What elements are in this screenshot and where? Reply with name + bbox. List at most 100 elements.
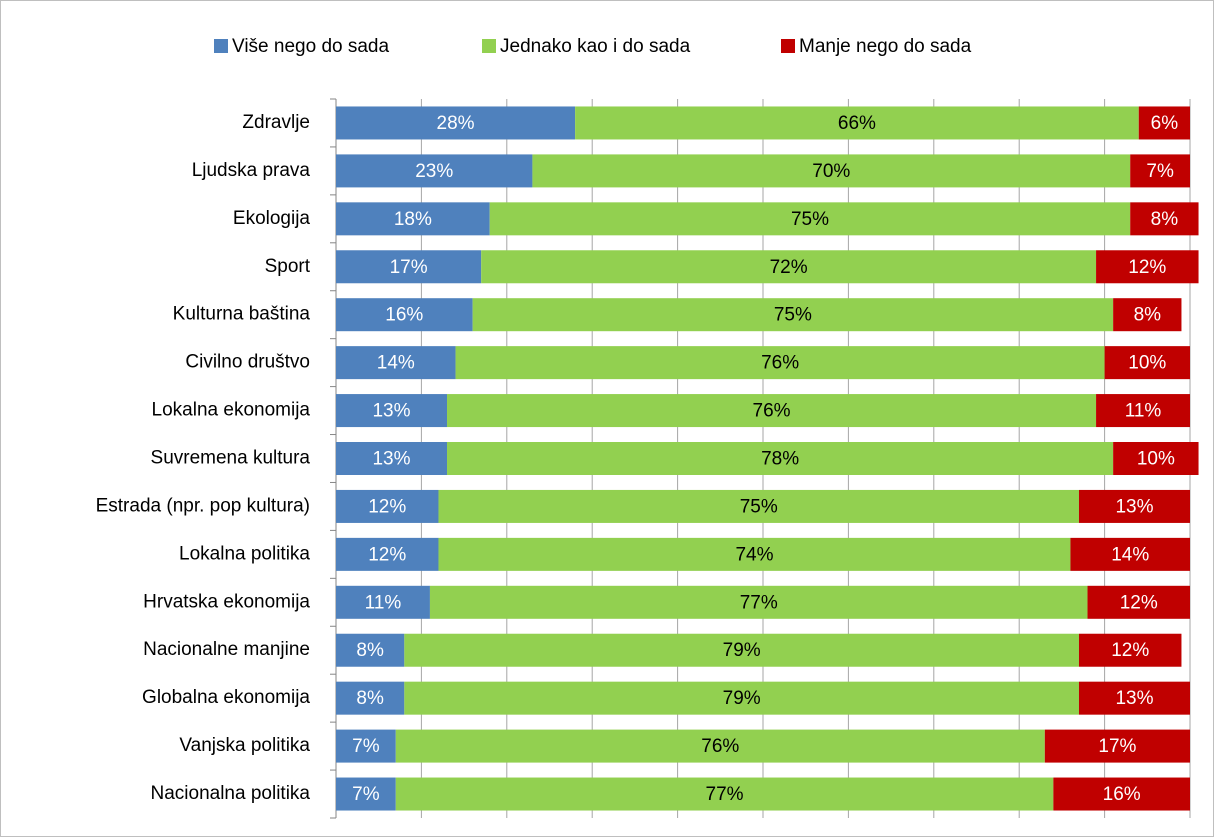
- data-label: 7%: [352, 784, 380, 805]
- data-label: 12%: [368, 544, 406, 565]
- data-label: 23%: [415, 161, 453, 182]
- data-label: 28%: [437, 113, 475, 134]
- data-label: 12%: [1120, 592, 1158, 613]
- data-label: 14%: [377, 353, 415, 374]
- data-label: 16%: [1103, 784, 1141, 805]
- data-label: 75%: [774, 305, 812, 326]
- data-label: 79%: [723, 688, 761, 709]
- bar-segment: [438, 489, 1079, 523]
- bar-segment: [336, 298, 473, 332]
- bar-segment: [336, 729, 396, 763]
- data-label: 7%: [352, 736, 380, 757]
- bar-segment: [1053, 777, 1190, 811]
- bar-segment: [1044, 729, 1190, 763]
- data-label: 11%: [1125, 401, 1162, 422]
- bar-segment: [1078, 681, 1190, 715]
- bar-segment: [1130, 154, 1190, 188]
- bar-segment: [1096, 250, 1199, 284]
- data-label: 10%: [1128, 353, 1166, 374]
- data-label: 74%: [735, 544, 773, 565]
- data-label: 8%: [356, 640, 384, 661]
- data-label: 14%: [1111, 544, 1149, 565]
- legend-label: Manje nego do sada: [799, 36, 972, 57]
- bar-segment: [1113, 298, 1182, 332]
- data-label: 76%: [753, 401, 791, 422]
- data-label: 7%: [1146, 161, 1174, 182]
- data-label: 12%: [1111, 640, 1149, 661]
- bar-segment: [336, 106, 576, 140]
- data-label: 11%: [365, 592, 402, 613]
- bar-segment: [1087, 585, 1190, 619]
- data-label: 76%: [761, 353, 799, 374]
- category-label: Estrada (npr. pop kultura): [96, 495, 310, 516]
- data-label: 17%: [390, 257, 428, 278]
- data-label: 6%: [1151, 113, 1179, 134]
- bar-segment: [1070, 537, 1190, 571]
- category-label: Nacionalne manjine: [143, 639, 310, 660]
- bar-segment: [336, 537, 439, 571]
- bar-segment: [575, 106, 1139, 140]
- category-label: Vanjska politika: [179, 735, 310, 756]
- bar-segment: [429, 585, 1088, 619]
- category-label: Ljudska prava: [192, 160, 311, 181]
- legend-swatch: [482, 39, 496, 53]
- bar-segment: [336, 633, 405, 667]
- category-label: Zdravlje: [242, 112, 310, 133]
- bar-segment: [336, 681, 405, 715]
- category-label: Hrvatska ekonomija: [143, 591, 310, 612]
- data-label: 77%: [706, 784, 744, 805]
- legend-label: Više nego do sada: [232, 36, 389, 57]
- bar-segment: [455, 346, 1105, 380]
- category-label: Sport: [265, 256, 311, 277]
- data-label: 75%: [791, 209, 829, 230]
- bar-segment: [336, 202, 490, 236]
- data-label: 8%: [1151, 209, 1179, 230]
- bar-segment: [1078, 489, 1190, 523]
- data-label: 66%: [838, 113, 876, 134]
- data-label: 77%: [740, 592, 778, 613]
- data-label: 16%: [385, 305, 423, 326]
- bar-segment: [1113, 442, 1199, 475]
- category-label: Suvremena kultura: [151, 448, 311, 469]
- bar-segment: [438, 537, 1071, 571]
- bar-segment: [1078, 633, 1182, 667]
- category-label: Lokalna politika: [179, 543, 310, 564]
- bar-segment: [481, 250, 1097, 284]
- bar-segment: [1138, 106, 1190, 140]
- data-label: 13%: [1115, 496, 1153, 517]
- bar-segment: [532, 154, 1131, 188]
- category-label: Globalna ekonomija: [142, 687, 310, 708]
- bar-segment: [1104, 346, 1190, 380]
- bar-segment: [336, 394, 448, 428]
- data-label: 13%: [372, 449, 410, 470]
- legend-swatch: [781, 39, 795, 53]
- data-label: 75%: [740, 496, 778, 517]
- bar-segment: [404, 681, 1079, 715]
- bar-segment: [336, 250, 482, 284]
- legend-swatch: [214, 39, 228, 53]
- bar-segment: [489, 202, 1131, 236]
- data-label: 8%: [1134, 305, 1162, 326]
- category-label: Civilno društvo: [185, 352, 310, 373]
- category-label: Lokalna ekonomija: [152, 400, 311, 421]
- data-label: 78%: [761, 449, 799, 470]
- legend-label: Jednako kao i do sada: [500, 36, 691, 57]
- data-label: 76%: [701, 736, 739, 757]
- data-label: 72%: [770, 257, 808, 278]
- bar-segment: [1096, 394, 1190, 428]
- data-label: 79%: [723, 640, 761, 661]
- bar-segment: [1130, 202, 1199, 236]
- data-label: 10%: [1137, 449, 1175, 470]
- bar-segment: [336, 777, 396, 811]
- data-label: 17%: [1098, 736, 1136, 757]
- data-label: 12%: [368, 496, 406, 517]
- bar-segment: [395, 729, 1045, 763]
- bar-segment: [336, 154, 533, 188]
- bar-segment: [395, 777, 1054, 811]
- data-label: 8%: [356, 688, 384, 709]
- category-label: Nacionalna politika: [151, 783, 311, 804]
- category-label: Kulturna baština: [173, 304, 311, 325]
- bar-segment: [336, 489, 439, 523]
- data-label: 12%: [1128, 257, 1166, 278]
